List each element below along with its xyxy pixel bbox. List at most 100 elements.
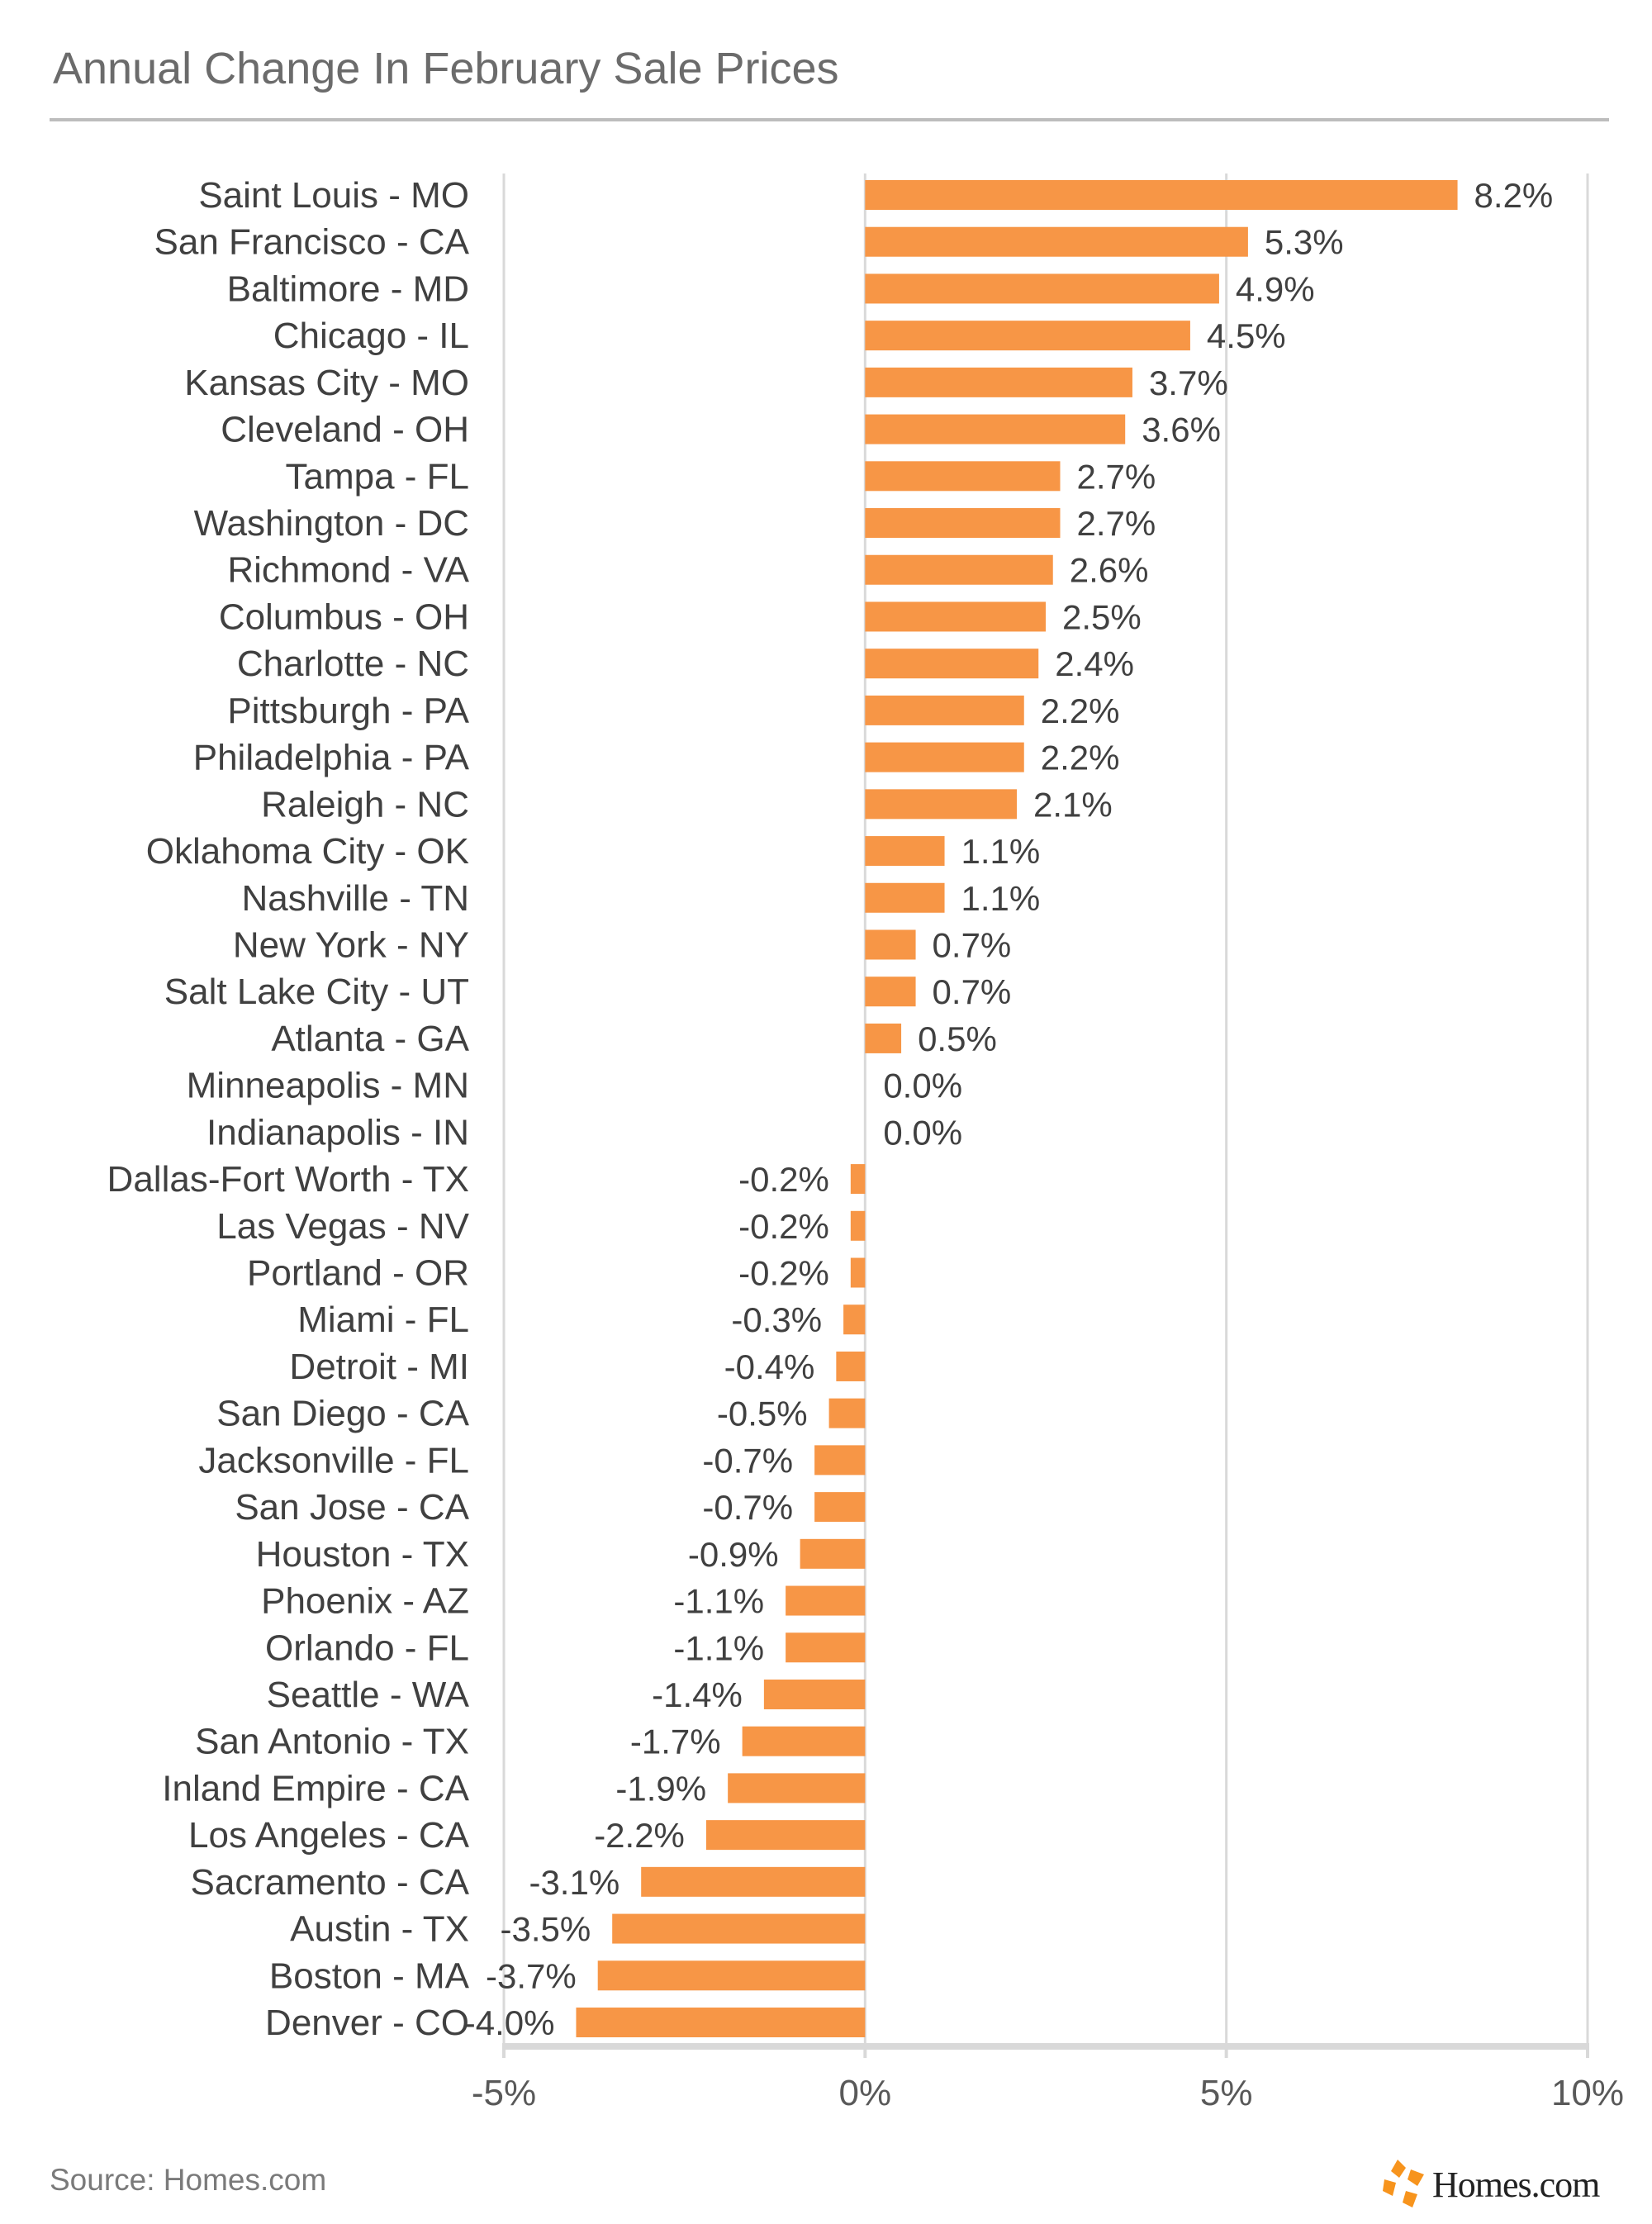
bar: [865, 321, 1190, 351]
category-label: Seattle - WA: [267, 1675, 470, 1715]
category-label: San Jose - CA: [235, 1487, 469, 1528]
x-tick-label: 5%: [1200, 2073, 1253, 2113]
data-label: -3.1%: [529, 1863, 620, 1902]
data-label: -1.1%: [673, 1582, 764, 1621]
bar: [865, 461, 1061, 492]
bar-chart: Saint Louis - MO 8.2% San Francisco - CA 5.…: [107, 173, 1624, 2113]
bar: [865, 1023, 902, 1053]
category-label: San Francisco - CA: [154, 222, 470, 263]
data-label: 0.7%: [933, 925, 1012, 964]
data-label: -1.7%: [630, 1723, 721, 1761]
homes-logo-icon: [1383, 2160, 1424, 2207]
category-label: Miami - FL: [297, 1300, 469, 1340]
bar: [865, 226, 1248, 257]
category-label: Orlando - FL: [265, 1628, 469, 1668]
data-label: -0.7%: [702, 1441, 793, 1480]
category-label: Sacramento - CA: [191, 1862, 470, 1903]
category-label: Denver - CO: [265, 2003, 469, 2043]
category-label: Inland Empire - CA: [162, 1768, 469, 1808]
category-label: Houston - TX: [256, 1534, 469, 1575]
bar: [865, 742, 1024, 772]
chart-title: Annual Change In February Sale Prices: [53, 44, 839, 93]
category-label: Indianapolis - IN: [206, 1112, 469, 1152]
category-label: Washington - DC: [194, 503, 469, 544]
logo-text: Homes.com: [1432, 2164, 1600, 2205]
category-label: Minneapolis - MN: [187, 1066, 469, 1106]
bar: [828, 1398, 866, 1428]
data-label: 2.4%: [1055, 644, 1134, 683]
homes-logo[interactable]: Homes.com: [1381, 2158, 1600, 2211]
category-label: Los Angeles - CA: [188, 1815, 470, 1856]
category-label: Baltimore - MD: [227, 268, 469, 309]
category-label: Salt Lake City - UT: [164, 972, 469, 1012]
category-label: Cleveland - OH: [221, 410, 469, 450]
bar: [865, 836, 945, 867]
data-label: -0.2%: [738, 1160, 829, 1199]
category-label: New York - NY: [233, 924, 469, 965]
category-label: Saint Louis - MO: [198, 175, 469, 216]
bar: [850, 1257, 866, 1288]
data-label: -0.2%: [738, 1254, 829, 1293]
title-divider: [50, 118, 1609, 121]
bar: [705, 1820, 866, 1851]
data-label: 8.2%: [1474, 176, 1554, 215]
x-tick-label: -5%: [472, 2073, 536, 2113]
bar: [865, 414, 1126, 444]
category-label: Oklahoma City - OK: [146, 831, 469, 872]
bar: [814, 1445, 866, 1476]
data-label: 3.7%: [1149, 364, 1228, 402]
bar: [836, 1351, 866, 1381]
data-label: 4.9%: [1236, 269, 1315, 308]
category-label: Dallas-Fort Worth - TX: [107, 1159, 469, 1200]
bar: [865, 508, 1061, 539]
bar: [728, 1773, 866, 1803]
bar: [865, 977, 916, 1007]
category-label: Richmond - VA: [227, 550, 469, 591]
category-label: Detroit - MI: [289, 1347, 469, 1387]
bar: [742, 1726, 866, 1756]
bar: [763, 1679, 866, 1709]
category-label: Chicago - IL: [273, 316, 469, 356]
bar: [865, 601, 1046, 632]
data-label: 0.0%: [883, 1113, 962, 1152]
category-label: Kansas City - MO: [184, 363, 469, 403]
data-label: -4.0%: [464, 2003, 555, 2042]
data-label: 2.2%: [1041, 691, 1120, 730]
category-label: Austin - TX: [290, 1909, 469, 1950]
bar: [597, 1960, 866, 1991]
category-label: San Antonio - TX: [195, 1722, 469, 1762]
category-label: Raleigh - NC: [261, 784, 469, 824]
data-label: 1.1%: [961, 832, 1041, 871]
category-label: Las Vegas - NV: [216, 1206, 469, 1247]
bar: [850, 1210, 866, 1241]
data-label: 0.5%: [918, 1019, 997, 1058]
category-label: Portland - OR: [247, 1253, 469, 1294]
data-label: -0.3%: [731, 1300, 822, 1339]
bar: [576, 2008, 866, 2037]
data-label: -0.5%: [717, 1395, 808, 1433]
category-label: San Diego - CA: [216, 1394, 469, 1434]
data-label: -0.2%: [738, 1207, 829, 1246]
bar: [612, 1913, 866, 1944]
data-label: -0.4%: [724, 1347, 815, 1386]
category-label: Philadelphia - PA: [193, 738, 470, 778]
data-label: -3.5%: [500, 1910, 591, 1949]
data-label: 2.1%: [1033, 785, 1113, 824]
category-label: Jacksonville - FL: [198, 1440, 469, 1480]
category-label: Phoenix - AZ: [261, 1581, 469, 1622]
bar: [814, 1492, 866, 1523]
x-tick-label: 0%: [839, 2073, 892, 2113]
bar: [800, 1538, 866, 1569]
data-label: 3.6%: [1142, 411, 1221, 449]
category-label: Nashville - TN: [242, 878, 469, 919]
x-tick-label: 10%: [1551, 2073, 1624, 2113]
bar: [641, 1866, 866, 1897]
bar: [850, 1164, 866, 1195]
data-label: 1.1%: [961, 879, 1041, 918]
data-label: 2.5%: [1062, 597, 1142, 636]
data-label: 2.7%: [1076, 457, 1156, 496]
data-label: -1.1%: [673, 1628, 764, 1667]
bar: [786, 1585, 866, 1616]
data-label: 2.6%: [1070, 551, 1149, 590]
data-label: 5.3%: [1265, 223, 1344, 262]
